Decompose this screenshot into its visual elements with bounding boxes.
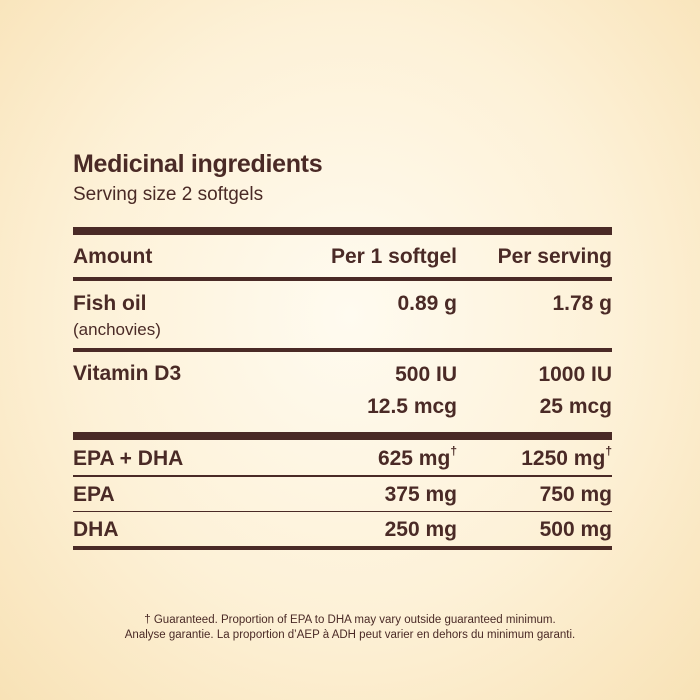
ingredient-name: Vitamin D3: [73, 362, 182, 385]
value-per-serving: 750 mg: [539, 482, 612, 506]
table-header-row: Amount Per 1 softgel Per serving: [73, 245, 612, 277]
divider-epa-dha: [73, 475, 612, 477]
table-row-dha: DHA 250 mg 500 mg: [73, 518, 612, 546]
guarantee-mark: †: [605, 444, 612, 458]
table-row-epa: EPA 375 mg 750 mg: [73, 483, 612, 511]
value-per-softgel: 250 mg: [384, 518, 457, 541]
table-row-fish-oil: Fish oil (anchovies) 0.89 g 1.78 g: [73, 292, 612, 342]
value-per-softgel-cell: 500 IU 12.5 mcg: [267, 362, 457, 420]
value-per-softgel-mcg: 12.5 mcg: [367, 395, 457, 418]
column-header-per-serving: Per serving: [497, 245, 612, 268]
value-per-serving-cell: 1250 mg†: [457, 444, 612, 471]
divider-bottom: [73, 546, 612, 550]
value-per-softgel: 0.89 g: [397, 292, 457, 315]
panel-title: Medicinal ingredients: [73, 150, 323, 178]
value-per-softgel-iu: 500 IU: [395, 363, 457, 386]
value-per-serving: 1250 mg: [521, 447, 606, 470]
footnote-french: Analyse garantie. La proportion d’AEP à …: [124, 629, 576, 641]
value-per-serving-cell: 1000 IU 25 mcg: [457, 362, 612, 420]
divider-fish-oil: [73, 348, 612, 352]
divider-epa: [73, 510, 612, 512]
guarantee-mark: †: [450, 444, 457, 458]
divider-header: [73, 277, 612, 281]
ingredient-cell: Fish oil (anchovies): [73, 292, 267, 340]
value-per-serving: 500 mg: [539, 518, 612, 541]
footnote-english: † Guaranteed. Proportion of EPA to DHA m…: [144, 614, 556, 626]
table-row-vitamin-d3: Vitamin D3 500 IU 12.5 mcg 1000 IU 25 mc…: [73, 362, 612, 424]
value-per-serving-mcg: 25 mcg: [539, 395, 612, 418]
column-header-amount: Amount: [73, 245, 153, 268]
value-per-softgel-cell: 625 mg†: [267, 444, 457, 471]
ingredient-name: EPA + DHA: [73, 447, 184, 470]
ingredient-name: DHA: [73, 518, 119, 541]
divider-vitamin-d3: [73, 432, 612, 440]
ingredient-source: (anchovies): [73, 320, 161, 339]
footnote: † Guaranteed. Proportion of EPA to DHA m…: [0, 613, 700, 643]
table-row-epa-dha: EPA + DHA 625 mg† 1250 mg†: [73, 444, 612, 475]
divider-thick: [73, 227, 612, 235]
value-per-serving: 1.78 g: [552, 292, 612, 315]
value-per-serving-iu: 1000 IU: [538, 363, 612, 386]
value-per-softgel: 625 mg: [377, 447, 451, 470]
ingredient-name: Fish oil: [73, 292, 147, 315]
ingredients-panel: Medicinal ingredients Serving size 2 sof…: [73, 150, 612, 550]
ingredient-name: EPA: [73, 482, 115, 506]
column-header-per-softgel: Per 1 softgel: [330, 245, 457, 268]
value-per-softgel: 375 mg: [384, 482, 457, 506]
serving-size: Serving size 2 softgels: [73, 184, 264, 205]
